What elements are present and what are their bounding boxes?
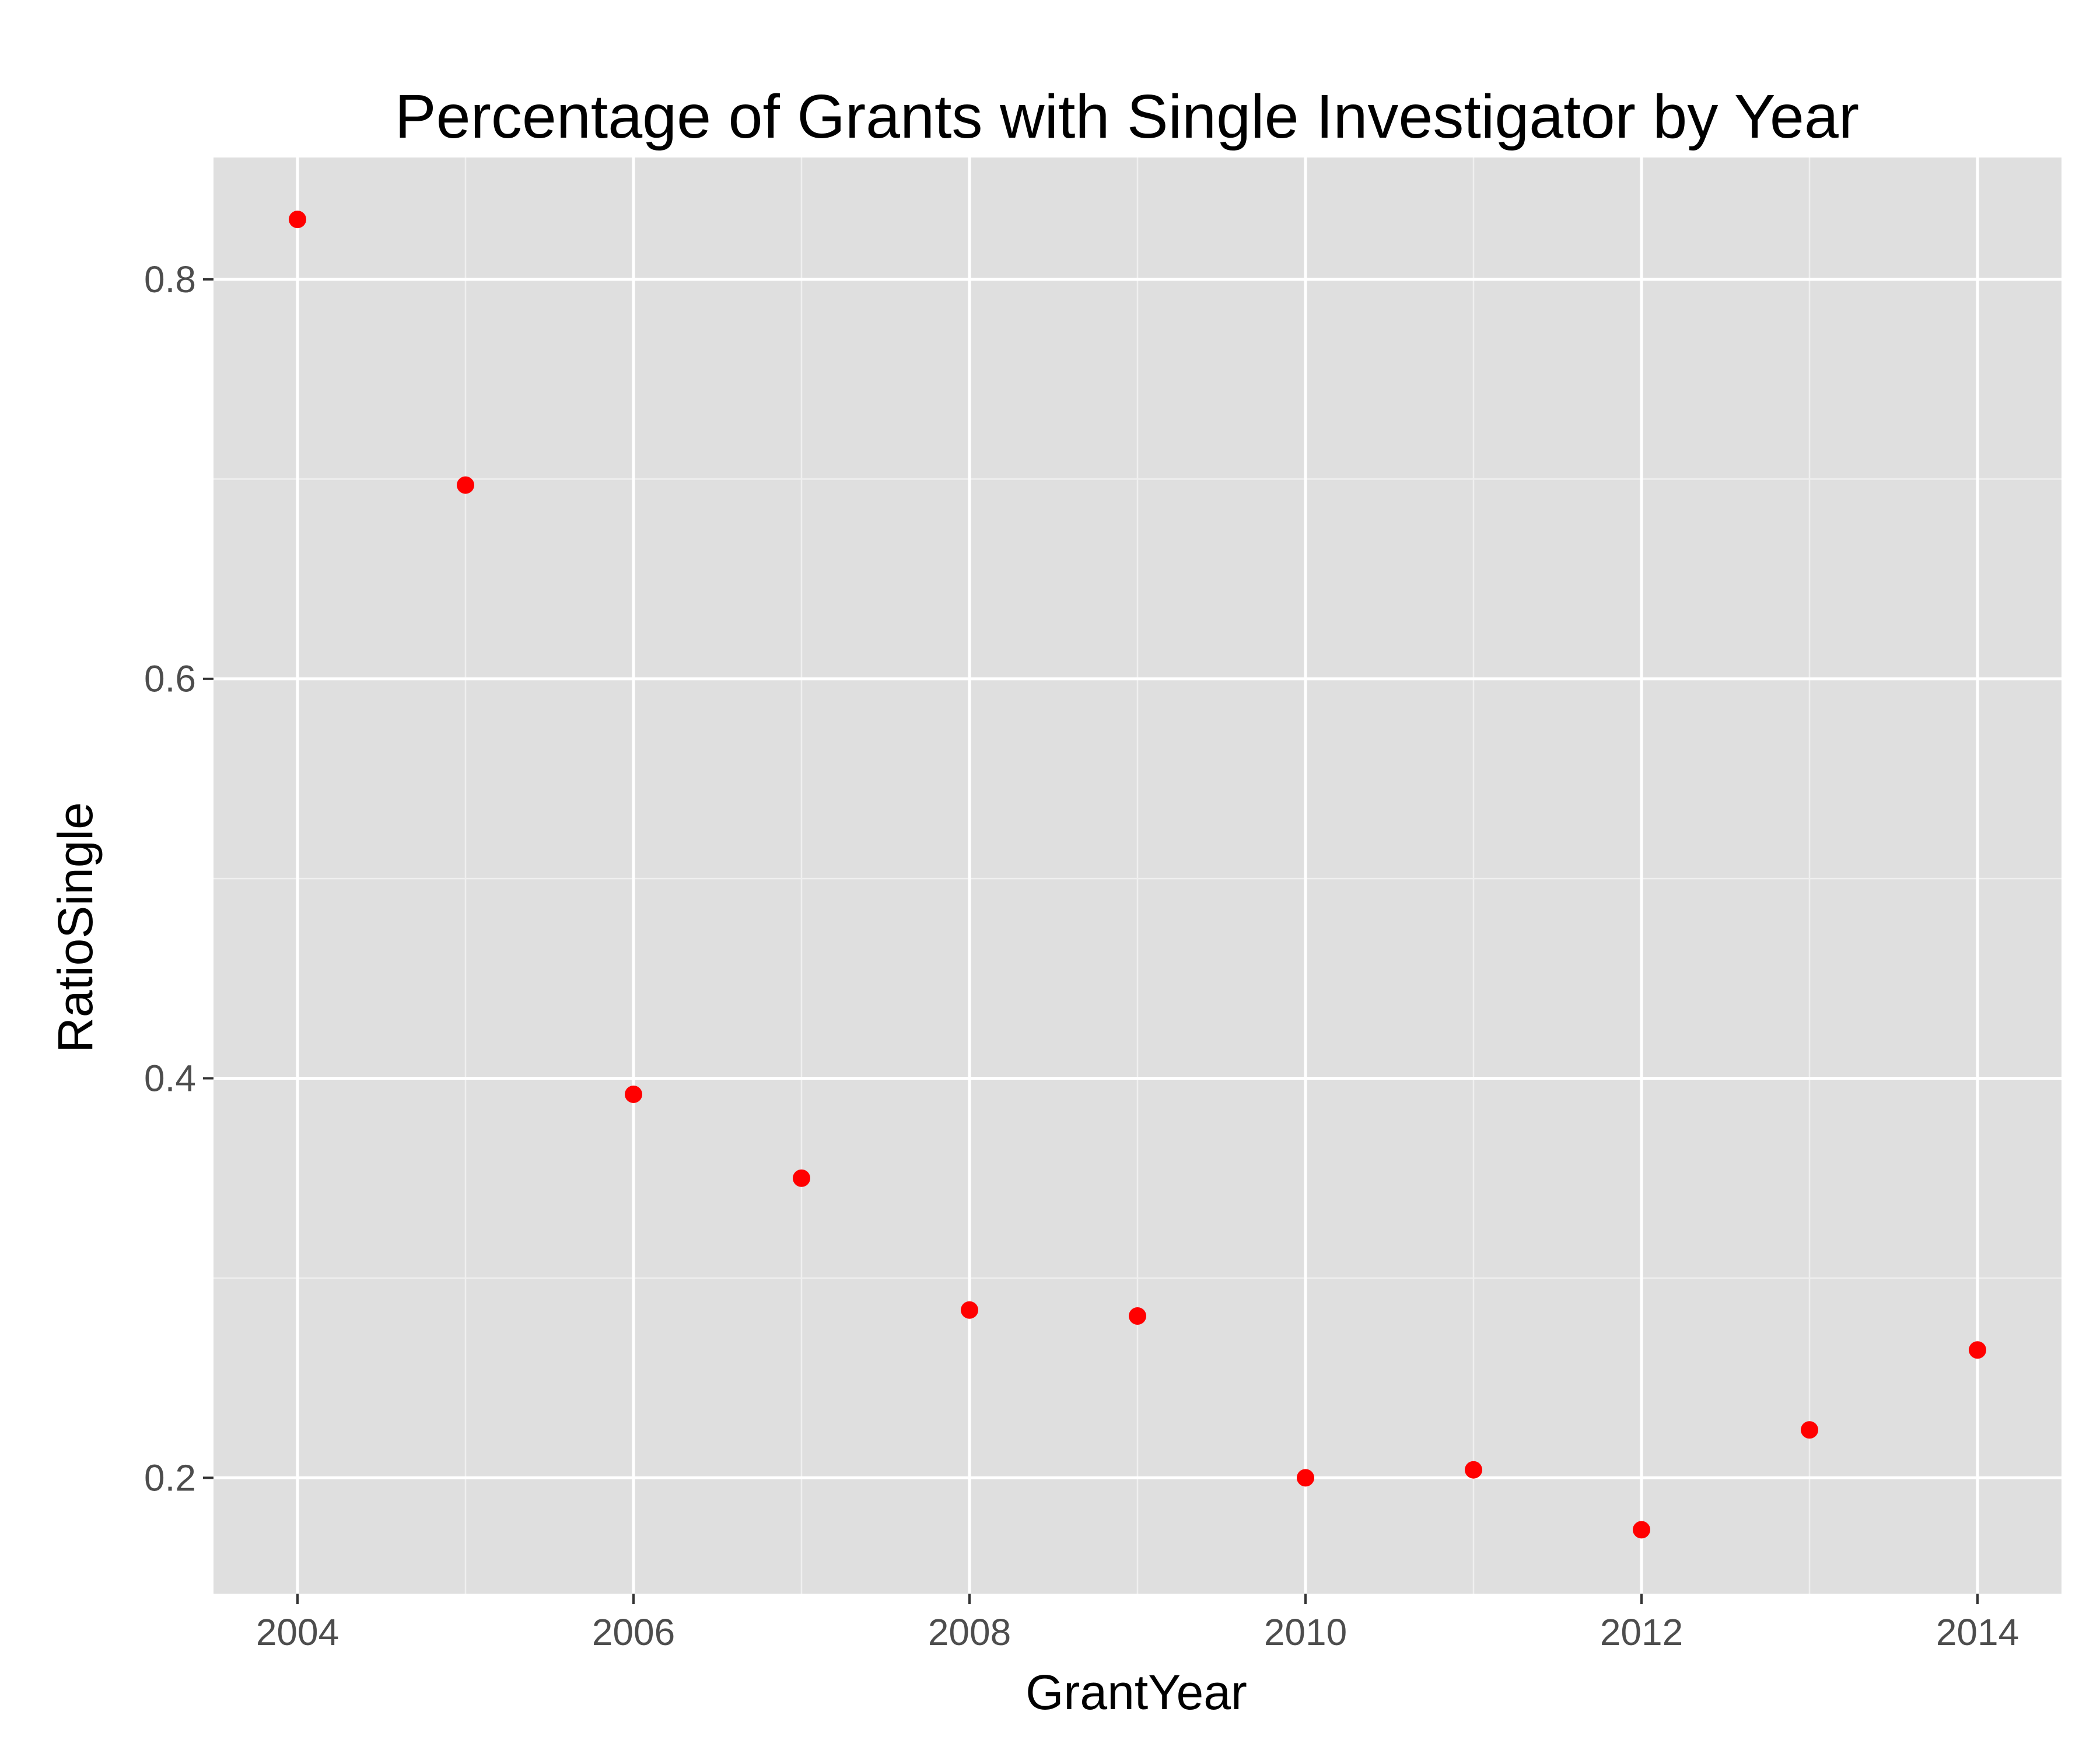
data-point <box>793 1169 810 1187</box>
data-point <box>1129 1307 1146 1325</box>
x-tick-label: 2004 <box>256 1611 339 1653</box>
x-tick-label: 2006 <box>592 1611 675 1653</box>
x-tick-label: 2010 <box>1264 1611 1347 1653</box>
x-tick-label: 2012 <box>1600 1611 1683 1653</box>
y-axis: 0.2 0.4 0.6 0.8 <box>144 258 214 1499</box>
x-axis: 2004 2006 2008 2010 2012 2014 <box>256 1594 2019 1653</box>
data-point <box>457 476 474 494</box>
y-tick-label: 0.6 <box>144 658 196 700</box>
data-point <box>289 211 306 229</box>
data-point <box>1633 1521 1650 1539</box>
y-tick-label: 0.4 <box>144 1058 196 1100</box>
data-point <box>1969 1341 1986 1359</box>
x-tick-label: 2014 <box>1936 1611 2019 1653</box>
y-axis-title: RatioSingle <box>48 802 103 1053</box>
y-tick-label: 0.2 <box>144 1457 196 1499</box>
data-point <box>1465 1461 1482 1479</box>
data-point <box>625 1085 642 1103</box>
data-point <box>961 1301 978 1319</box>
y-tick-label: 0.8 <box>144 258 196 300</box>
data-point <box>1297 1469 1314 1487</box>
data-points <box>289 211 1986 1539</box>
chart-title: Percentage of Grants with Single Investi… <box>395 82 1859 151</box>
x-axis-title: GrantYear <box>1026 1665 1247 1720</box>
data-point <box>1801 1421 1818 1439</box>
plot-panel <box>214 158 2062 1594</box>
x-tick-label: 2008 <box>928 1611 1011 1653</box>
